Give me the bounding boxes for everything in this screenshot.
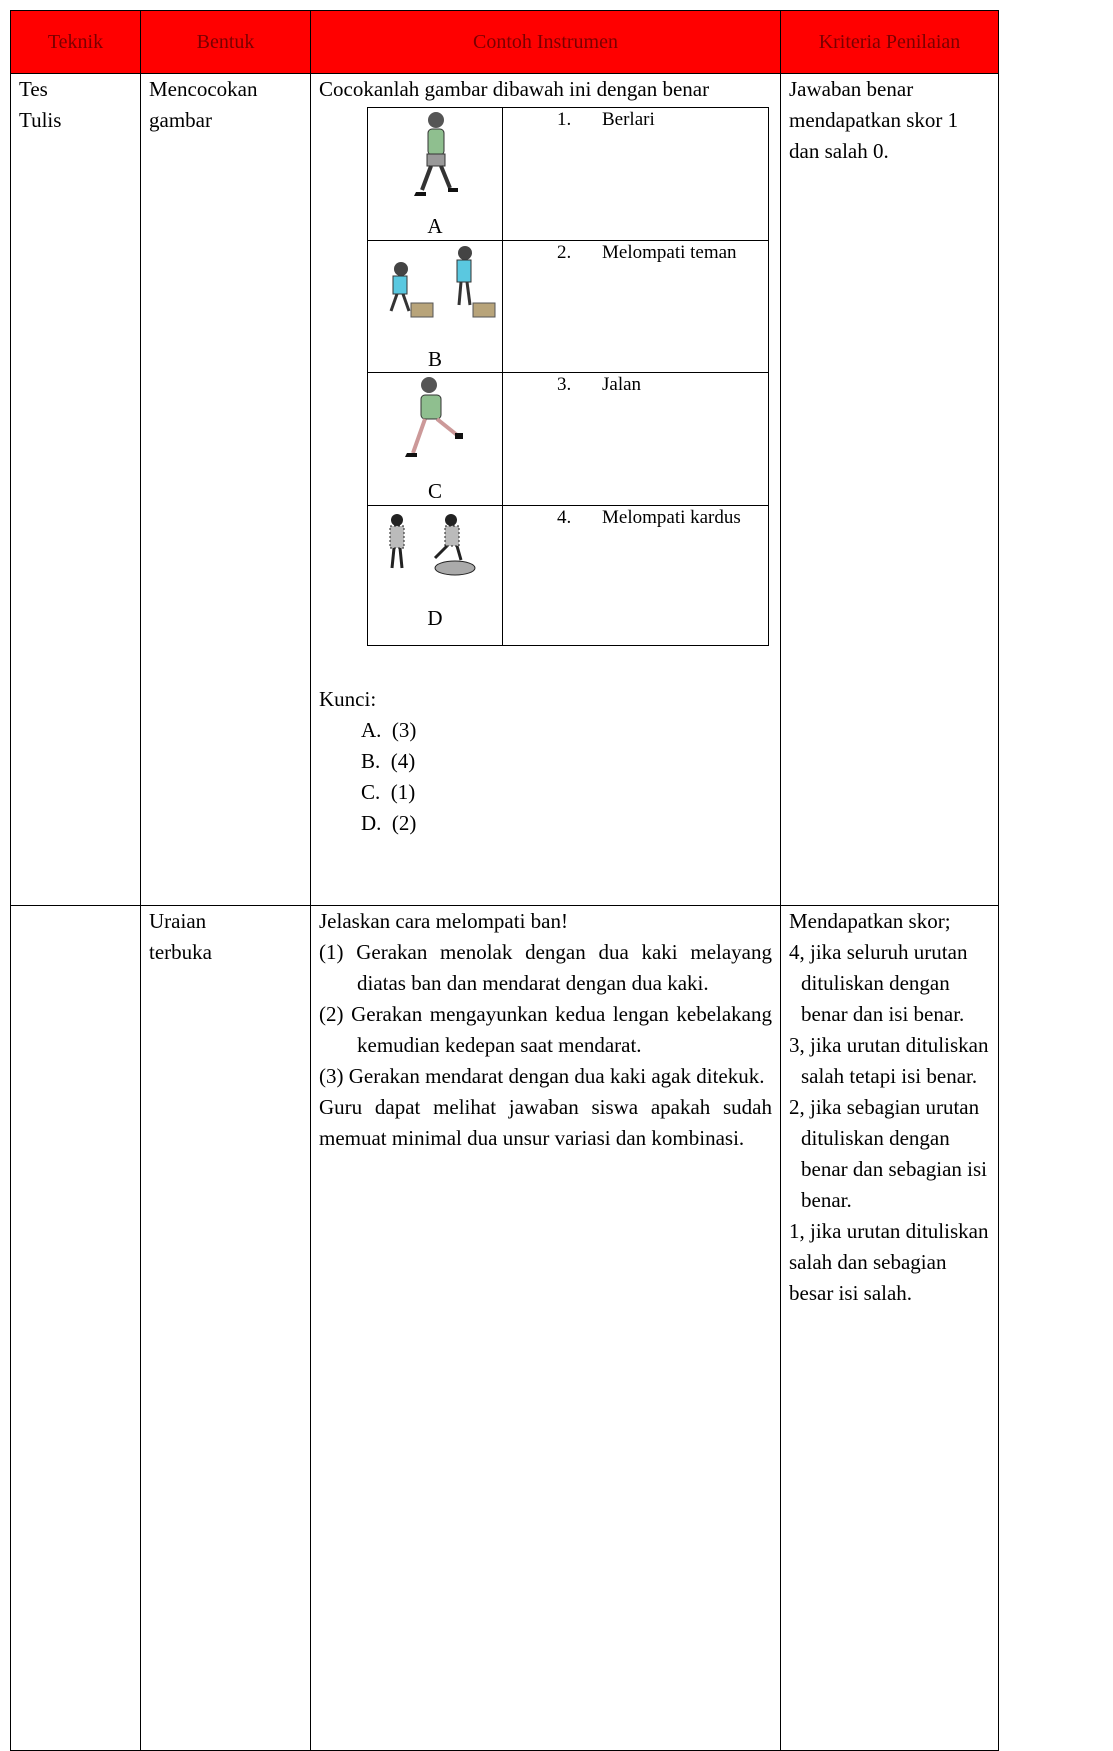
figure-walking (414, 112, 458, 196)
key-list: A. (3) B. (4) C. (1) D. (2) (319, 715, 772, 839)
criteria-item: 4, jika seluruh urutan dituliskan dengan… (789, 940, 968, 1026)
key-letter: C. (361, 780, 381, 804)
note: Guru dapat melihat jawaban siswa apakah … (319, 1095, 772, 1150)
criteria-item: 1, jika urutan dituliskan salah dan seba… (789, 1219, 989, 1305)
bentuk-cell: Mencocokan gambar (140, 73, 311, 906)
instruction: Cocokanlah gambar dibawah ini dengan ben… (319, 77, 710, 101)
key-letter: D. (361, 811, 382, 835)
key-letter: B. (361, 749, 381, 773)
figure-leapfrog (389, 514, 476, 576)
key-answer: (3) (391, 718, 417, 742)
option-cell: 4. Melompati kardus (502, 505, 769, 646)
step-text: Gerakan menolak dengan dua kaki melayang… (356, 940, 772, 995)
step-number: (1) (319, 940, 344, 964)
picture-letter: B (427, 347, 442, 371)
option-number: 2. (557, 242, 572, 263)
picture-letter: D (427, 606, 443, 630)
key-letter: A. (361, 718, 382, 742)
key-label: Kunci: (319, 687, 377, 711)
step-text: Gerakan mengayunkan kedua lengan kebelak… (351, 1002, 773, 1057)
picture-cell: A (367, 107, 503, 241)
option-text: Melompati kardus (602, 507, 741, 528)
question: Jelaskan cara melompati ban! (319, 909, 568, 933)
teknik: Tes Tulis (19, 77, 62, 132)
criteria: Jawaban benar mendapatkan skor 1 dan sal… (789, 77, 959, 163)
option-text: Melompati teman (602, 242, 737, 263)
figure-running (405, 377, 463, 457)
option-cell: 1. Berlari (502, 107, 769, 241)
criteria-item: 2, jika sebagian urutan dituliskan denga… (789, 1095, 988, 1212)
assessment-table: Teknik Bentuk Contoh Instrumen Kriteria … (10, 10, 999, 1751)
bentuk-cell: Uraian terbuka (140, 905, 311, 1751)
key-answer: (2) (391, 811, 417, 835)
step: (3) Gerakan mendarat dengan dua kaki aga… (319, 1061, 772, 1092)
key-answer: (1) (390, 780, 416, 804)
picture-cell: B (367, 240, 503, 373)
bentuk: Mencocokan gambar (149, 77, 258, 132)
table-row: Tes Tulis Mencocokan gambar Cocokanlah g… (10, 73, 999, 906)
bentuk: Uraian terbuka (149, 909, 212, 964)
header-cell: Kriteria Penilaian (780, 10, 999, 74)
teknik-cell: Tes Tulis (10, 73, 141, 906)
option-cell: 3. Jalan (502, 372, 769, 506)
picture-letter: C (427, 479, 442, 503)
option-text: Jalan (602, 374, 642, 395)
matching-table: A 1. Berlari B (367, 107, 769, 646)
step-number: (3) (319, 1064, 344, 1088)
figure-jump-box (389, 246, 496, 318)
criteria-cell: Jawaban benar mendapatkan skor 1 dan sal… (780, 73, 999, 906)
header-row: Teknik Bentuk Contoh Instrumen Kriteria … (10, 10, 999, 74)
header-cell: Teknik (10, 10, 141, 74)
instrument-cell: Jelaskan cara melompati ban! (1) Gerakan… (310, 905, 781, 1751)
instrument-cell: Cocokanlah gambar dibawah ini dengan ben… (310, 73, 781, 906)
option-text: Berlari (602, 109, 655, 130)
option-cell: 2. Melompati teman (502, 240, 769, 373)
step-text: Gerakan mendarat dengan dua kaki agak di… (348, 1064, 765, 1088)
criteria-cell: Mendapatkan skor; 4, jika seluruh urutan… (780, 905, 999, 1751)
option-number: 4. (557, 507, 572, 528)
step: (1) Gerakan menolak dengan dua kaki mela… (319, 937, 772, 999)
option-number: 1. (557, 109, 572, 130)
criteria-item: 3, jika urutan dituliskan salah tetapi i… (789, 1033, 989, 1088)
option-number: 3. (557, 374, 572, 395)
key-answer: (4) (390, 749, 416, 773)
picture-letter: A (427, 214, 443, 238)
picture-cell: D (367, 505, 503, 646)
header-cell: Contoh Instrumen (310, 10, 781, 74)
header-cell: Bentuk (140, 10, 311, 74)
step: (2) Gerakan mengayunkan kedua lengan keb… (319, 999, 772, 1061)
picture-cell: C (367, 372, 503, 506)
document: Teknik Bentuk Contoh Instrumen Kriteria … (10, 10, 999, 1751)
criteria-intro: Mendapatkan skor; (789, 909, 951, 933)
teknik-cell (10, 905, 141, 1751)
step-number: (2) (319, 1002, 344, 1026)
table-row: Uraian terbuka Jelaskan cara melompati b… (10, 905, 999, 1751)
